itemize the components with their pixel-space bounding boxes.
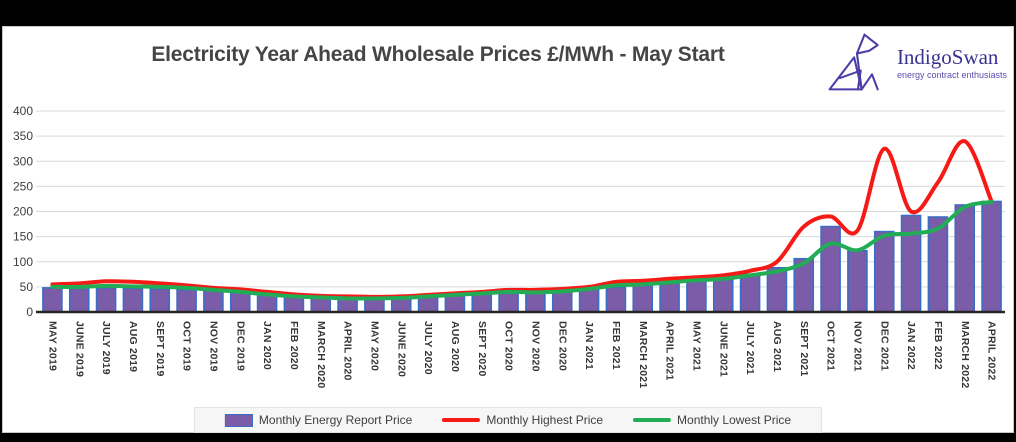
x-axis-tick-label: JUNE 2021 xyxy=(717,321,729,377)
x-axis-tick-label: JULY 2019 xyxy=(100,321,112,375)
legend-label: Monthly Energy Report Price xyxy=(258,413,413,427)
lowest-price-line xyxy=(50,200,994,301)
x-axis-tick-label: APRIL 2021 xyxy=(664,321,676,381)
bar xyxy=(256,294,278,313)
chart-title: Electricity Year Ahead Wholesale Prices … xyxy=(151,43,725,66)
x-axis-tick-label: NOV 2021 xyxy=(851,321,863,372)
bar xyxy=(283,296,305,313)
bar xyxy=(471,293,493,313)
x-axis-tick-label: FEB 2021 xyxy=(610,321,622,370)
logo-text: IndigoSwan energy contract enthusiasts xyxy=(896,44,1007,81)
y-axis-tick-label: 100 xyxy=(13,255,33,269)
legend-item-energy-report-price: Monthly Energy Report Price xyxy=(224,413,413,427)
legend-item-lowest-price: Monthly Lowest Price xyxy=(633,413,791,427)
bar xyxy=(310,297,332,313)
x-axis-tick-label: DEC 2019 xyxy=(234,321,246,371)
x-axis-tick-label: JULY 2021 xyxy=(744,321,756,375)
legend-label: Monthly Lowest Price xyxy=(677,413,792,427)
bar xyxy=(68,287,90,313)
x-axis-tick-label: FEB 2022 xyxy=(932,321,944,370)
x-axis-tick-label: FEB 2020 xyxy=(288,321,300,370)
bar xyxy=(820,225,841,313)
x-axis-tick-label: MAY 2020 xyxy=(368,321,380,371)
x-axis-tick-label: JUNE 2019 xyxy=(73,321,85,377)
logo-tagline: energy contract enthusiasts xyxy=(896,70,1007,81)
x-axis-tick-label: JAN 2022 xyxy=(905,321,917,370)
bar xyxy=(364,298,385,313)
bar xyxy=(498,291,519,313)
y-axis-tick-label: 50 xyxy=(20,280,34,294)
x-axis-tick-label: MAY 2019 xyxy=(46,321,58,371)
bar xyxy=(954,204,976,313)
x-axis-tick-label: NOV 2019 xyxy=(207,321,219,372)
bar xyxy=(659,282,680,313)
bar xyxy=(578,288,600,313)
x-axis-tick-label: JAN 2020 xyxy=(261,321,273,370)
bar xyxy=(605,286,627,313)
bar xyxy=(95,287,117,313)
x-axis-tick-label: APRIL 2020 xyxy=(342,321,354,381)
price-chart: 0 50 100 150 200 250 300 350 400 MAY 2019 JUNE 201… xyxy=(13,104,1005,388)
x-axis-tick-label: MARCH 2021 xyxy=(637,321,649,388)
bar xyxy=(551,290,573,313)
x-axis-tick-label: JUNE 2020 xyxy=(395,321,407,377)
bar xyxy=(122,287,144,313)
y-axis-tick-label: 300 xyxy=(13,154,33,168)
y-axis-tick-label: 400 xyxy=(13,104,33,118)
bar xyxy=(873,230,895,313)
x-axis-tick-label: AUG 2021 xyxy=(771,321,783,372)
y-axis-tick-label: 350 xyxy=(13,129,33,143)
bar-swatch-icon xyxy=(224,413,253,427)
x-axis-tick-label: APRIL 2022 xyxy=(986,321,998,381)
chart-legend: Monthly Energy Report Price Monthly High… xyxy=(193,407,823,433)
x-axis-tick-label: OCT 2019 xyxy=(181,321,193,371)
legend-item-highest-price: Monthly Highest Price xyxy=(442,413,603,427)
bar xyxy=(176,289,197,313)
x-axis-tick-label: OCT 2021 xyxy=(825,321,837,371)
logo-name: IndigoSwan xyxy=(896,44,999,69)
bar xyxy=(712,279,734,313)
legend-label: Monthly Highest Price xyxy=(486,413,604,427)
y-axis-tick-label: 150 xyxy=(13,230,33,244)
green-line-swatch-icon xyxy=(633,418,672,422)
bar xyxy=(42,287,63,313)
x-axis-tick-label: JULY 2020 xyxy=(422,321,434,375)
y-axis-tick-label: 250 xyxy=(13,179,33,193)
x-axis-tick-label: DEC 2020 xyxy=(556,321,568,371)
y-axis-tick-label: 200 xyxy=(13,205,33,219)
bar xyxy=(149,288,171,313)
x-axis-tick-label: JAN 2021 xyxy=(583,321,595,370)
x-axis-tick-label: AUG 2019 xyxy=(127,321,139,372)
x-axis-tick-label: AUG 2020 xyxy=(449,321,461,372)
bar xyxy=(847,249,868,313)
bar xyxy=(900,214,922,313)
bar xyxy=(981,200,1002,313)
x-axis-tick-label: DEC 2021 xyxy=(878,321,890,371)
bar xyxy=(739,273,761,313)
bar xyxy=(686,280,707,313)
y-axis-tick-label: 0 xyxy=(26,305,33,319)
x-axis-tick-label: SEPT 2021 xyxy=(798,321,810,377)
bar xyxy=(632,284,654,313)
x-axis-tick-label: MARCH 2020 xyxy=(315,321,327,388)
x-axis-tick-label: SEPT 2019 xyxy=(154,321,166,377)
x-axis-tick-label: OCT 2020 xyxy=(503,321,515,371)
chart-panel: 0 50 100 150 200 250 300 350 400 MAY 2019 JUNE 201… xyxy=(2,26,1014,433)
x-axis-tick-label: SEPT 2020 xyxy=(476,321,488,377)
x-axis-tick-label: NOV 2020 xyxy=(529,321,541,372)
bar xyxy=(229,292,251,313)
origami-swan-icon xyxy=(828,33,879,91)
indigoswan-logo: IndigoSwan energy contract enthusiasts xyxy=(823,29,1007,97)
red-line-swatch-icon xyxy=(442,418,481,422)
x-axis-tick-label: MAY 2021 xyxy=(690,321,702,371)
bar xyxy=(203,290,224,313)
bar xyxy=(444,294,466,313)
bar xyxy=(525,292,546,313)
x-axis-tick-label: MARCH 2022 xyxy=(959,321,971,388)
